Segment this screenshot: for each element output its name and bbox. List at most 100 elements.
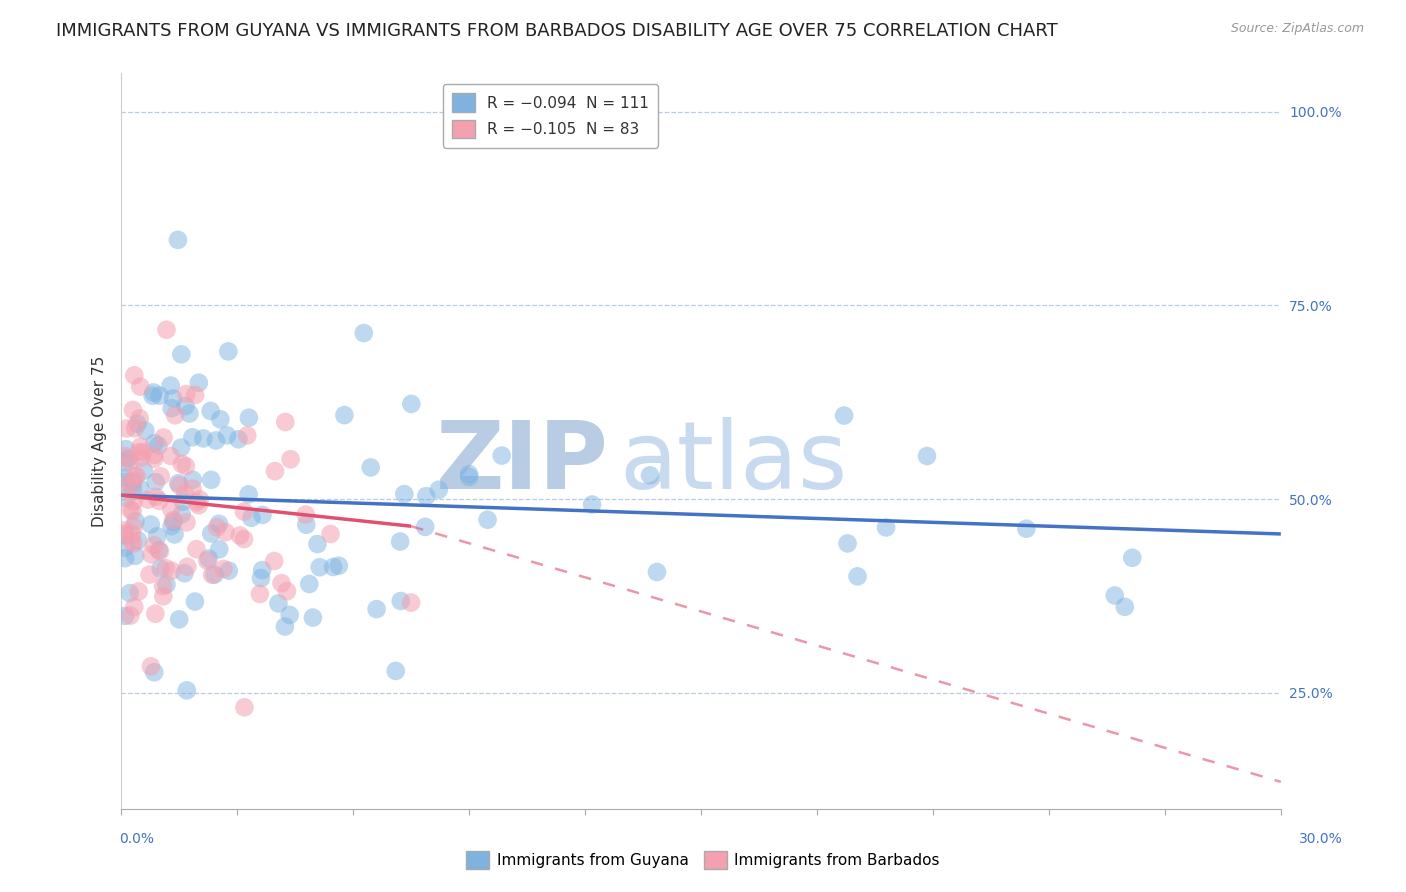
Point: [114, 551, 136, 566]
Point: [170, 508, 193, 522]
Point: [413, 520, 436, 534]
Point: [162, 513, 184, 527]
Point: [389, 534, 412, 549]
Point: [122, 403, 145, 417]
Point: [165, 409, 187, 423]
Text: 0.0%: 0.0%: [120, 832, 155, 846]
Point: [155, 561, 177, 575]
Point: [163, 527, 186, 541]
Point: [458, 470, 481, 484]
Point: [114, 528, 136, 542]
Point: [229, 528, 252, 542]
Point: [139, 517, 162, 532]
Point: [832, 409, 855, 423]
Point: [1114, 599, 1136, 614]
Point: [302, 610, 325, 624]
Point: [238, 410, 260, 425]
Point: [114, 471, 136, 485]
Point: [274, 619, 297, 633]
Point: [214, 525, 236, 540]
Point: [159, 378, 181, 392]
Point: [127, 533, 149, 548]
Point: [295, 517, 318, 532]
Point: [114, 455, 136, 469]
Point: [149, 561, 172, 575]
Legend: Immigrants from Guyana, Immigrants from Barbados: Immigrants from Guyana, Immigrants from …: [460, 845, 946, 875]
Point: [264, 464, 287, 478]
Point: [167, 476, 190, 491]
Point: [200, 404, 222, 418]
Text: IMMIGRANTS FROM GUYANA VS IMMIGRANTS FROM BARBADOS DISABILITY AGE OVER 75 CORREL: IMMIGRANTS FROM GUYANA VS IMMIGRANTS FRO…: [56, 22, 1057, 40]
Point: [250, 571, 273, 585]
Point: [120, 608, 142, 623]
Point: [155, 323, 177, 337]
Point: [308, 560, 330, 574]
Point: [138, 567, 160, 582]
Point: [209, 412, 232, 426]
Point: [114, 475, 136, 489]
Point: [1104, 589, 1126, 603]
Point: [186, 542, 208, 557]
Point: [212, 562, 235, 576]
Point: [129, 379, 152, 393]
Point: [267, 596, 290, 610]
Point: [846, 569, 869, 583]
Point: [162, 392, 184, 406]
Point: [114, 526, 136, 541]
Point: [145, 475, 167, 490]
Point: [122, 482, 145, 496]
Point: [250, 563, 273, 577]
Text: Source: ZipAtlas.com: Source: ZipAtlas.com: [1230, 22, 1364, 36]
Point: [120, 503, 142, 517]
Point: [143, 538, 166, 552]
Point: [139, 659, 162, 673]
Point: [319, 527, 342, 541]
Point: [129, 482, 152, 496]
Point: [170, 347, 193, 361]
Point: [173, 566, 195, 581]
Point: [129, 450, 152, 465]
Point: [477, 513, 499, 527]
Point: [205, 520, 228, 534]
Point: [142, 389, 165, 403]
Point: [236, 428, 259, 442]
Point: [141, 547, 163, 561]
Point: [121, 534, 143, 549]
Point: [149, 544, 172, 558]
Point: [136, 492, 159, 507]
Point: [298, 577, 321, 591]
Point: [148, 439, 170, 453]
Point: [458, 467, 481, 482]
Point: [129, 440, 152, 454]
Point: [204, 567, 226, 582]
Point: [169, 478, 191, 492]
Point: [187, 498, 209, 512]
Point: [125, 469, 148, 483]
Point: [132, 445, 155, 459]
Point: [172, 494, 194, 508]
Point: [143, 665, 166, 680]
Point: [274, 415, 297, 429]
Point: [128, 411, 150, 425]
Point: [122, 494, 145, 508]
Point: [188, 492, 211, 507]
Point: [401, 397, 423, 411]
Point: [122, 519, 145, 533]
Point: [240, 510, 263, 524]
Point: [176, 683, 198, 698]
Point: [294, 508, 316, 522]
Point: [1121, 550, 1143, 565]
Point: [837, 536, 859, 550]
Point: [215, 428, 238, 442]
Point: [1015, 522, 1038, 536]
Point: [333, 408, 356, 422]
Point: [252, 508, 274, 522]
Point: [176, 516, 198, 530]
Point: [415, 489, 437, 503]
Point: [184, 388, 207, 402]
Legend: R = −0.094  N = 111, R = −0.105  N = 83: R = −0.094 N = 111, R = −0.105 N = 83: [443, 85, 658, 147]
Point: [152, 579, 174, 593]
Point: [179, 407, 201, 421]
Point: [186, 495, 208, 509]
Point: [176, 387, 198, 401]
